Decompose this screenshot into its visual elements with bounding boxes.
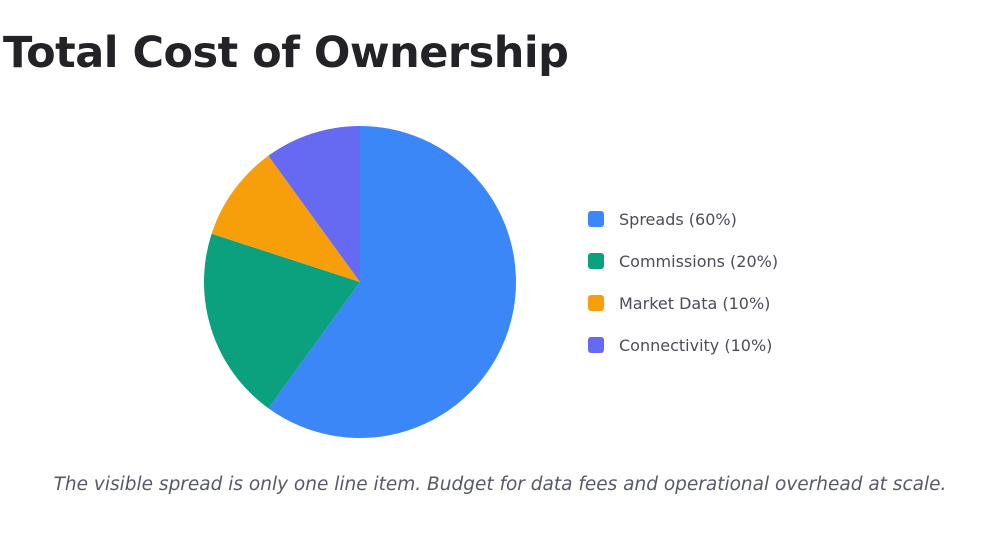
legend-label-connectivity: Connectivity (10%) xyxy=(619,335,773,355)
legend-label-spreads: Spreads (60%) xyxy=(619,209,737,229)
legend-swatch-market-data xyxy=(588,295,604,311)
legend-item-commissions: Commissions (20%) xyxy=(588,240,908,282)
legend-item-spreads: Spreads (60%) xyxy=(588,198,908,240)
legend-swatch-connectivity xyxy=(588,337,604,353)
slide-caption: The visible spread is only one line item… xyxy=(53,474,947,495)
chart-legend: Spreads (60%) Commissions (20%) Market D… xyxy=(588,198,908,366)
pie-slice-connectivity xyxy=(268,126,360,282)
legend-item-market-data: Market Data (10%) xyxy=(588,282,908,324)
legend-label-market-data: Market Data (10%) xyxy=(619,293,771,313)
slide-title: Total Cost of Ownership xyxy=(3,28,569,78)
pie-slice-market-data xyxy=(211,155,360,282)
pie-slice-spreads xyxy=(268,126,516,438)
legend-swatch-spreads xyxy=(588,211,604,227)
legend-item-connectivity: Connectivity (10%) xyxy=(588,324,908,366)
pie-chart xyxy=(0,100,1000,460)
pie-chart-svg xyxy=(203,126,516,438)
legend-label-commissions: Commissions (20%) xyxy=(619,251,779,271)
legend-swatch-commissions xyxy=(588,253,604,269)
pie-slice-commissions xyxy=(203,233,360,409)
